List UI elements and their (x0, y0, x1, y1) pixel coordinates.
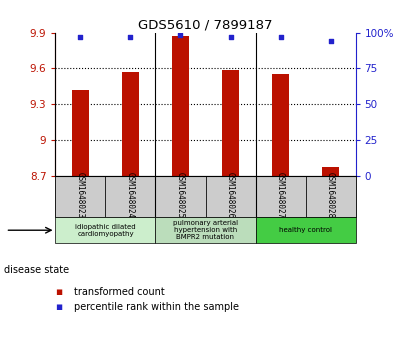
Bar (322, 167, 339, 176)
Point (327, 38, 334, 44)
Text: GSM1648026: GSM1648026 (226, 172, 235, 219)
Bar (305, 176, 356, 217)
Bar (155, 217, 256, 243)
Text: transformed count: transformed count (74, 287, 165, 297)
Bar (272, 74, 289, 176)
Point (277, 34, 284, 40)
Bar (222, 70, 239, 176)
Text: healthy control: healthy control (279, 227, 332, 233)
Bar (155, 176, 206, 217)
Point (77, 34, 84, 40)
Bar (256, 176, 305, 217)
Point (177, 32, 184, 38)
Bar (256, 217, 356, 243)
Text: ◾: ◾ (55, 287, 62, 297)
Text: GSM1648024: GSM1648024 (126, 172, 135, 219)
Bar (55, 217, 155, 243)
Text: ◾: ◾ (55, 302, 62, 312)
Point (227, 34, 234, 40)
Text: idiopathic dilated
cardiomyopathy: idiopathic dilated cardiomyopathy (75, 224, 136, 237)
Point (127, 34, 134, 40)
Text: GSM1648028: GSM1648028 (326, 172, 335, 219)
Bar (55, 176, 106, 217)
Bar (72, 90, 89, 176)
Bar (172, 36, 189, 176)
Bar (206, 176, 256, 217)
Bar (106, 176, 155, 217)
Text: GSM1648027: GSM1648027 (276, 172, 285, 219)
Bar (122, 72, 139, 176)
Text: percentile rank within the sample: percentile rank within the sample (74, 302, 239, 312)
Text: pulmonary arterial
hypertension with
BMPR2 mutation: pulmonary arterial hypertension with BMP… (173, 220, 238, 240)
Title: GDS5610 / 7899187: GDS5610 / 7899187 (138, 19, 273, 32)
Text: GSM1648025: GSM1648025 (176, 172, 185, 219)
Text: disease state: disease state (4, 265, 69, 276)
Text: GSM1648023: GSM1648023 (76, 172, 85, 219)
